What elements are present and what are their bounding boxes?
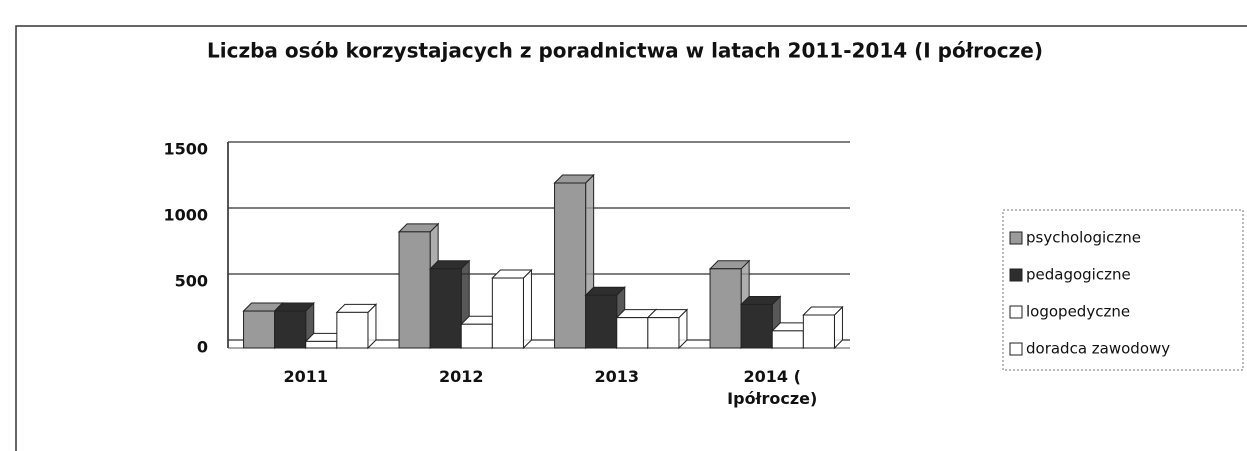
bar (336, 311, 369, 349)
bar-side (522, 268, 532, 350)
bar (429, 268, 462, 349)
legend-swatch (1009, 305, 1023, 319)
legend-label: doradca zawodowy (1026, 340, 1170, 358)
y-tick-label: 500 (175, 272, 208, 291)
bar (709, 268, 742, 349)
y-tick-label: 1000 (163, 206, 208, 225)
legend-box (1002, 209, 1244, 371)
legend-swatch (1009, 268, 1023, 282)
bar (398, 231, 431, 349)
frame (15, 25, 1247, 451)
legend-swatch (1009, 342, 1023, 356)
bar (554, 182, 587, 349)
x-tick-label: 2014 ( Ipółrocze) (727, 367, 818, 408)
bar (740, 303, 773, 349)
y-tick-label: 1500 (163, 140, 208, 159)
legend-swatch (1009, 231, 1023, 245)
x-tick-label: 2012 (438, 367, 484, 386)
bar (616, 317, 649, 349)
x-tick-label: 2013 (594, 367, 640, 386)
bar (274, 310, 307, 349)
chart-title: Liczba osób korzystajacych z poradnictwa… (207, 39, 1043, 63)
bar (491, 277, 524, 349)
legend-label: logopedyczne (1026, 303, 1130, 321)
x-tick-label: 2011 (283, 367, 329, 386)
legend-label: psychologiczne (1026, 229, 1141, 247)
bar (585, 294, 618, 349)
y-tick-label: 0 (197, 338, 208, 357)
bar (243, 310, 276, 349)
bar (771, 330, 804, 349)
bar (802, 314, 835, 349)
bar (460, 323, 493, 349)
bar (647, 317, 680, 349)
bar (305, 340, 338, 349)
legend-label: pedagogiczne (1026, 266, 1131, 284)
